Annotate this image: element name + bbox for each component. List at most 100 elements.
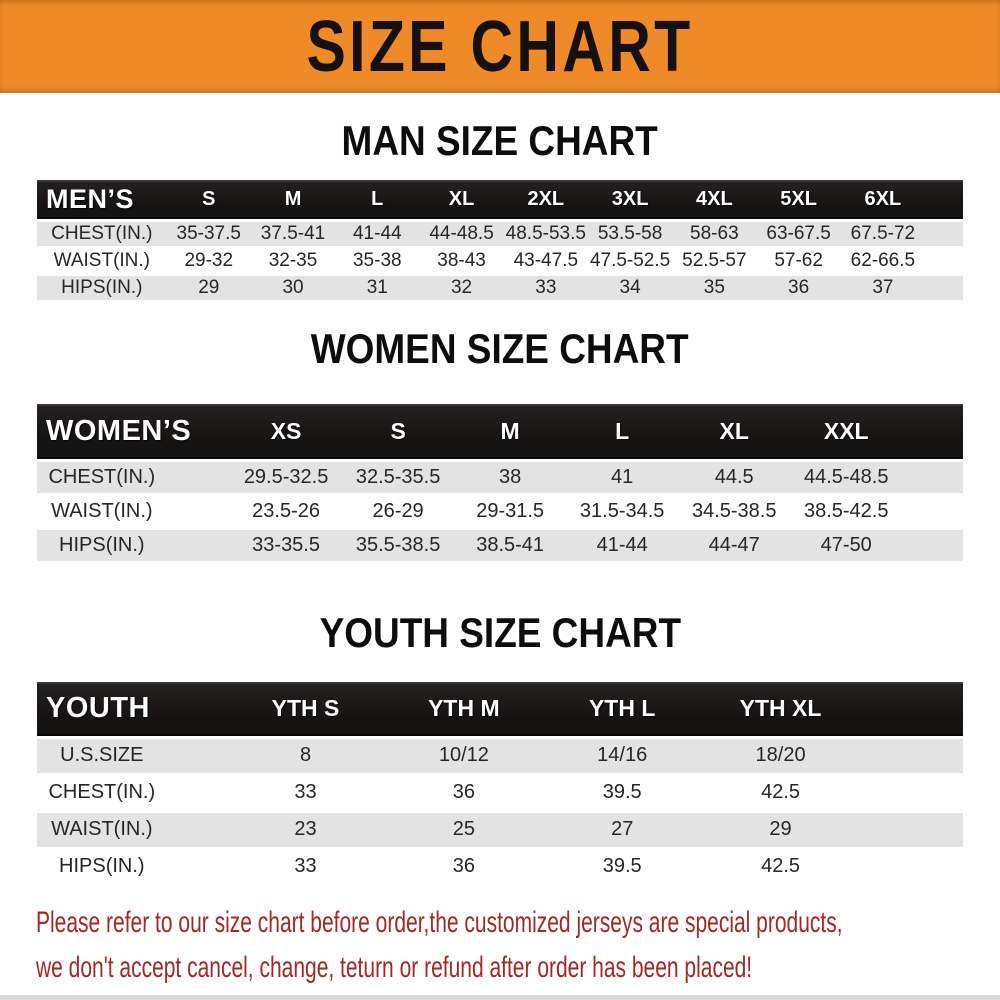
filler-cell (859, 811, 963, 850)
men-size-column-header-0: S (166, 180, 251, 220)
size-value-cell-2-0: 29 (166, 274, 251, 303)
size-value-cell-0-3: 44-48.5 (419, 218, 504, 249)
women-size-column-header-0: XS (230, 403, 343, 461)
spacer-cell (166, 459, 231, 496)
order-policy-line-1: Please refer to our size chart before or… (0, 903, 1000, 948)
spacer-cell (166, 735, 227, 776)
size-value-cell-0-5: 53.5-58 (587, 218, 673, 249)
women-header-label: WOMEN’S (37, 403, 191, 461)
size-value-cell-0-1: 32.5-35.5 (342, 459, 455, 496)
youth-size-table: YOUTH YTH S YTH M YTH L YTH XL U.S.SIZE 8 10/12… (37, 682, 963, 887)
size-value-cell-1-2: 39.5 (543, 774, 702, 813)
men-size-column-header-7: 5XL (756, 180, 841, 220)
spacer-cell (166, 403, 231, 461)
spacer-cell (166, 528, 231, 564)
men-size-column-header-1: M (250, 180, 336, 220)
women-section-heading-text: WOMEN SIZE CHART (311, 324, 689, 372)
men-size-chart-section: MAN SIZE CHART MEN’S S M L XL 2XL 3XL 4XL 5XL 6XL C… (37, 117, 963, 303)
size-value-cell-3-3: 42.5 (701, 848, 860, 887)
order-policy-line-2-text: we don't accept cancel, change, teturn o… (36, 950, 753, 984)
youth-size-column-header-0: YTH S (226, 682, 385, 737)
size-value-cell-2-3: 41-44 (566, 528, 679, 564)
size-value-cell-0-1: 10/12 (384, 735, 544, 776)
men-table-row-2: HIPS(IN.) 29 30 31 32 33 34 35 36 37 (37, 274, 963, 303)
size-value-cell-1-5: 38.5-42.5 (790, 494, 903, 530)
women-size-column-header-1: S (342, 403, 455, 461)
size-value-cell-2-0: 23 (226, 811, 385, 850)
size-value-cell-0-1: 37.5-41 (250, 218, 336, 249)
row-label: CHEST(IN.) (37, 218, 167, 249)
youth-section-heading: YOUTH SIZE CHART (37, 609, 963, 664)
men-section-heading-text: MAN SIZE CHART (341, 117, 659, 164)
size-value-cell-0-6: 58-63 (672, 218, 757, 249)
size-value-cell-2-1: 30 (250, 274, 336, 303)
size-value-cell-1-7: 57-62 (756, 247, 841, 276)
row-label: U.S.SIZE (37, 735, 167, 776)
youth-section-heading-text: YOUTH SIZE CHART (319, 609, 681, 656)
size-value-cell-0-8: 67.5-72 (840, 218, 926, 249)
size-value-cell-2-4: 44-47 (678, 528, 791, 564)
size-value-cell-1-6: 52.5-57 (672, 247, 757, 276)
row-label: WAIST(IN.) (37, 494, 167, 530)
size-value-cell-2-4: 33 (503, 274, 588, 303)
size-value-cell-0-2: 14/16 (543, 735, 702, 776)
size-value-cell-2-8: 37 (840, 274, 926, 303)
size-value-cell-1-8: 62-66.5 (840, 247, 926, 276)
size-value-cell-1-1: 36 (384, 774, 544, 813)
men-table-row-1: WAIST(IN.) 29-32 32-35 35-38 38-43 43-47.5 47.… (37, 247, 963, 276)
women-size-column-header-3: L (566, 403, 679, 461)
size-value-cell-0-0: 29.5-32.5 (230, 459, 343, 496)
size-value-cell-0-4: 48.5-53.5 (503, 218, 588, 249)
youth-size-column-header-2: YTH L (543, 682, 702, 737)
row-label: WAIST(IN.) (37, 811, 167, 850)
size-value-cell-0-3: 41 (566, 459, 679, 496)
size-value-cell-3-1: 36 (384, 848, 544, 887)
filler-cell (925, 218, 963, 249)
row-label: CHEST(IN.) (37, 459, 167, 496)
spacer-cell (166, 682, 227, 737)
women-size-column-header-5: XXL (790, 403, 903, 461)
size-value-cell-0-3: 18/20 (701, 735, 860, 776)
size-value-cell-1-0: 23.5-26 (230, 494, 343, 530)
youth-table-row-0: U.S.SIZE 8 10/12 14/16 18/20 (37, 735, 963, 776)
size-value-cell-1-2: 35-38 (335, 247, 420, 276)
men-size-column-header-8: 6XL (840, 180, 926, 220)
filler-cell (859, 774, 963, 813)
row-label: HIPS(IN.) (37, 848, 167, 887)
filler-cell (859, 735, 963, 776)
size-value-cell-1-3: 42.5 (701, 774, 860, 813)
men-size-column-header-2: L (335, 180, 420, 220)
youth-size-column-header-3: YTH XL (701, 682, 860, 737)
size-value-cell-1-3: 31.5-34.5 (566, 494, 679, 530)
spacer-cell (166, 774, 227, 813)
size-value-cell-3-0: 33 (226, 848, 385, 887)
filler-cell (902, 459, 963, 496)
row-label: HIPS(IN.) (37, 528, 167, 564)
youth-table-row-2: WAIST(IN.) 23 25 27 29 (37, 811, 963, 850)
youth-size-column-header-1: YTH M (384, 682, 544, 737)
women-table-row-0: CHEST(IN.) 29.5-32.5 32.5-35.5 38 41 44.5 44.5… (37, 459, 963, 496)
bottom-edge-divider (0, 995, 1000, 1000)
size-value-cell-2-1: 35.5-38.5 (342, 528, 455, 564)
men-section-heading: MAN SIZE CHART (37, 117, 963, 172)
women-header-row: WOMEN’S XS S M L XL XXL (37, 403, 963, 461)
women-section-heading: WOMEN SIZE CHART (37, 325, 963, 380)
size-value-cell-2-2: 31 (335, 274, 420, 303)
order-policy-line-1-text: Please refer to our size chart before or… (36, 905, 843, 939)
size-value-cell-2-3: 32 (419, 274, 504, 303)
size-value-cell-0-7: 63-67.5 (756, 218, 841, 249)
page-title: SIZE CHART (264, 11, 736, 83)
size-value-cell-2-6: 35 (672, 274, 757, 303)
filler-cell (925, 274, 963, 303)
size-value-cell-1-3: 38-43 (419, 247, 504, 276)
size-value-cell-0-5: 44.5-48.5 (790, 459, 903, 496)
men-size-column-header-3: XL (419, 180, 504, 220)
women-size-column-header-4: XL (678, 403, 791, 461)
row-label: CHEST(IN.) (37, 774, 167, 813)
youth-table-row-1: CHEST(IN.) 33 36 39.5 42.5 (37, 774, 963, 813)
row-label: WAIST(IN.) (37, 247, 167, 276)
men-header-row: MEN’S S M L XL 2XL 3XL 4XL 5XL 6XL (37, 180, 963, 220)
men-size-column-header-4: 2XL (503, 180, 588, 220)
women-size-table: WOMEN’S XS S M L XL XXL CHEST(IN.) 29.5-32.5 32.5… (37, 403, 963, 564)
spacer-cell (166, 494, 231, 530)
